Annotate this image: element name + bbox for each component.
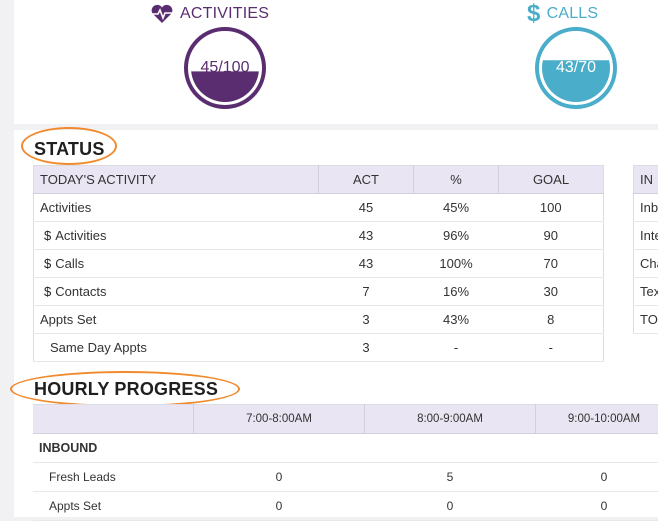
activities-gauge[interactable]: 45/100 xyxy=(182,25,268,116)
hourly-value: 5 xyxy=(365,463,536,492)
row-act: 7 xyxy=(319,278,414,306)
dollar-icon: $ xyxy=(44,228,51,243)
col-7-8am[interactable]: 7:00-8:00AM xyxy=(194,405,365,434)
row-act: 45 xyxy=(319,194,414,222)
row-goal: 30 xyxy=(499,278,604,306)
hourly-progress-table: 7:00-8:00AM 8:00-9:00AM 9:00-10:00AM INB… xyxy=(33,404,658,521)
status-table: TODAY'S ACTIVITY ACT % GOAL Activities 4… xyxy=(33,165,604,362)
row-pct: 16% xyxy=(414,278,499,306)
row-goal: 8 xyxy=(499,306,604,334)
activities-gauge-label: ACTIVITIES xyxy=(180,5,269,23)
row-pct: 45% xyxy=(414,194,499,222)
hourly-value: 0 xyxy=(536,463,658,492)
activities-gauge-value: 45/100 xyxy=(182,25,268,111)
row-goal: 90 xyxy=(499,222,604,250)
row-pct: - xyxy=(414,334,499,362)
col-9-10am[interactable]: 9:00-10:00AM xyxy=(536,405,658,434)
side-table-row: Tex xyxy=(634,278,658,306)
side-table-header[interactable]: IN xyxy=(634,166,658,194)
hourly-row: Fresh Leads 0 5 0 xyxy=(33,463,658,492)
calls-gauge[interactable]: 43/70 xyxy=(533,25,619,116)
row-pct: 96% xyxy=(414,222,499,250)
row-act: 43 xyxy=(319,250,414,278)
status-row: $ Calls 43 100% 70 xyxy=(34,250,604,278)
status-row: Same Day Appts 3 - - xyxy=(34,334,604,362)
col-todays-activity[interactable]: TODAY'S ACTIVITY xyxy=(34,166,319,194)
hourly-value: 0 xyxy=(536,492,658,521)
col-blank xyxy=(33,405,194,434)
hourly-header-row: 7:00-8:00AM 8:00-9:00AM 9:00-10:00AM xyxy=(33,405,658,434)
row-label: Fresh Leads xyxy=(33,463,194,492)
status-row: $ Activities 43 96% 90 xyxy=(34,222,604,250)
side-table-row: TOT xyxy=(634,306,658,334)
col-8-9am[interactable]: 8:00-9:00AM xyxy=(365,405,536,434)
status-title: STATUS xyxy=(34,139,105,160)
row-act: 43 xyxy=(319,222,414,250)
row-label: Activities xyxy=(55,228,106,243)
gauge-panel: ACTIVITIES 45/100 $ CALLS 43/70 xyxy=(14,0,658,124)
status-header-row: TODAY'S ACTIVITY ACT % GOAL xyxy=(34,166,604,194)
hourly-value: 0 xyxy=(194,492,365,521)
dollar-icon: $ xyxy=(527,4,541,24)
dollar-icon: $ xyxy=(44,284,51,299)
row-label: Contacts xyxy=(55,284,106,299)
hourly-value: 0 xyxy=(365,492,536,521)
group-label-inbound: INBOUND xyxy=(33,434,194,463)
activities-gauge-title: ACTIVITIES xyxy=(150,4,269,24)
inbound-side-table: IN Inbo Inte Cha Tex TOT xyxy=(633,165,658,334)
hourly-value: 0 xyxy=(194,463,365,492)
row-pct: 100% xyxy=(414,250,499,278)
row-goal: 70 xyxy=(499,250,604,278)
row-label: Appts Set xyxy=(33,492,194,521)
col-goal[interactable]: GOAL xyxy=(499,166,604,194)
col-act[interactable]: ACT xyxy=(319,166,414,194)
hourly-progress-title: HOURLY PROGRESS xyxy=(34,379,218,400)
status-row: Activities 45 45% 100 xyxy=(34,194,604,222)
dollar-icon: $ xyxy=(44,256,51,271)
row-label: Appts Set xyxy=(34,306,319,334)
row-label: Activities xyxy=(34,194,319,222)
row-goal: 100 xyxy=(499,194,604,222)
row-pct: 43% xyxy=(414,306,499,334)
side-table-row: Inte xyxy=(634,222,658,250)
side-table-row: Inbo xyxy=(634,194,658,222)
row-act: 3 xyxy=(319,306,414,334)
side-table-row: Cha xyxy=(634,250,658,278)
calls-gauge-value: 43/70 xyxy=(533,25,619,111)
status-row: Appts Set 3 43% 8 xyxy=(34,306,604,334)
row-act: 3 xyxy=(319,334,414,362)
calls-gauge-title: $ CALLS xyxy=(527,4,598,24)
hourly-group-row: INBOUND xyxy=(33,434,658,463)
calls-gauge-label: CALLS xyxy=(547,5,599,23)
heartbeat-icon xyxy=(150,4,174,24)
col-percent[interactable]: % xyxy=(414,166,499,194)
row-label: Same Day Appts xyxy=(34,334,319,362)
row-label: Calls xyxy=(55,256,84,271)
row-goal: - xyxy=(499,334,604,362)
hourly-row: Appts Set 0 0 0 xyxy=(33,492,658,521)
status-row: $ Contacts 7 16% 30 xyxy=(34,278,604,306)
